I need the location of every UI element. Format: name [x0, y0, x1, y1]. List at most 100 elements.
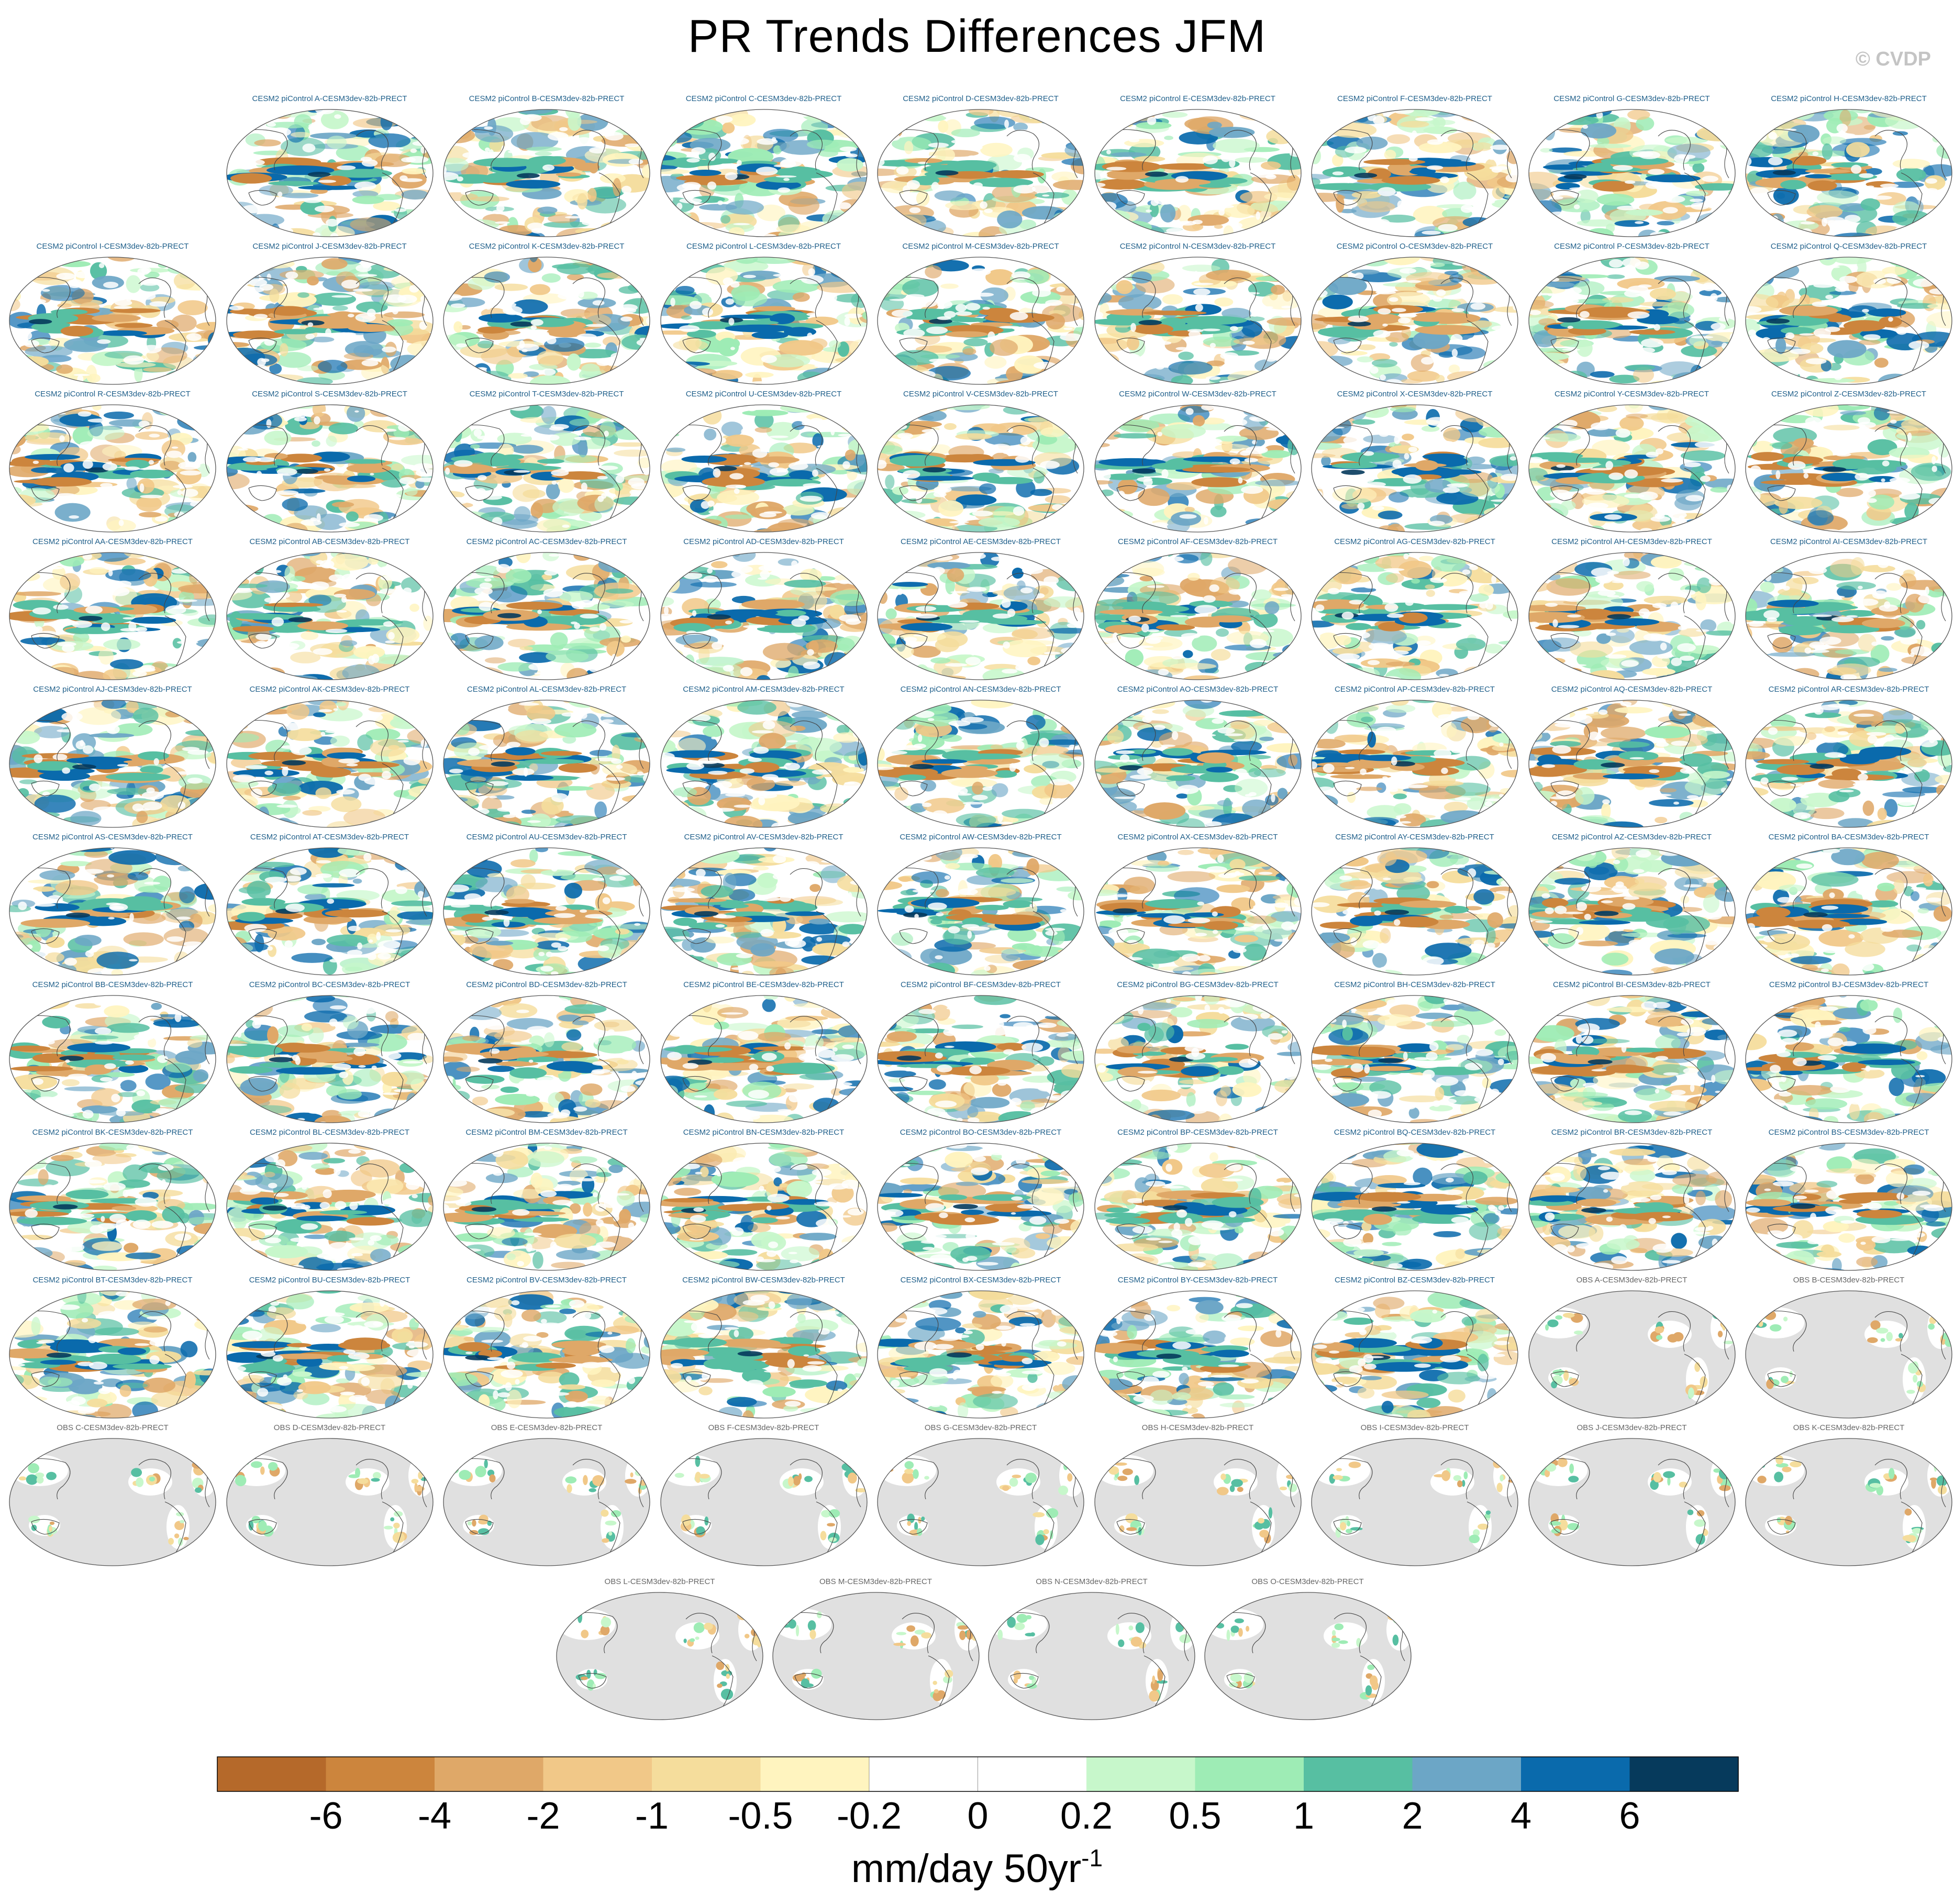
- neutral-patch: [702, 307, 713, 316]
- neutral-patch: [1403, 474, 1422, 484]
- tropical-band: [508, 462, 545, 471]
- trend-patch: [1018, 257, 1055, 263]
- neutral-patch: [1473, 257, 1488, 258]
- trend-patch: [1110, 152, 1147, 157]
- chart-title: PR Trends Differences JFM: [687, 10, 1267, 62]
- trend-patch: [728, 227, 745, 237]
- trend-patch: [1312, 511, 1336, 523]
- neutral-patch: [1112, 264, 1132, 273]
- trend-patch: [878, 361, 900, 377]
- neutral-patch: [257, 358, 266, 367]
- neutral-patch: [394, 208, 406, 212]
- trend-patch: [725, 434, 754, 447]
- neutral-patch: [707, 181, 716, 190]
- neutral-patch: [1608, 472, 1624, 480]
- trend-patch: [1753, 369, 1778, 379]
- trend-patch: [297, 292, 309, 298]
- trend-patch: [1661, 257, 1710, 260]
- trend-patch: [624, 218, 650, 226]
- neutral-patch: [1931, 466, 1937, 472]
- neutral-patch: [1652, 106, 1664, 108]
- map-panel-title: CESM2 piControl X-CESM3dev-82b-PRECT: [1337, 390, 1493, 398]
- neutral-patch: [1015, 455, 1030, 463]
- tropical-band: [1547, 457, 1615, 463]
- trend-patch: [1540, 148, 1553, 153]
- trend-patch: [879, 445, 903, 455]
- trend-patch: [902, 279, 939, 297]
- tropical-band: [969, 178, 1034, 187]
- trend-patch: [956, 494, 997, 506]
- map-plot: [9, 552, 216, 680]
- tropical-band: [1182, 467, 1250, 473]
- neutral-patch: [1094, 454, 1102, 461]
- map-plot: [660, 109, 868, 237]
- neutral-patch: [399, 339, 407, 343]
- neutral-patch: [370, 529, 388, 532]
- trend-patch: [944, 423, 957, 430]
- neutral-patch: [725, 298, 734, 305]
- neutral-patch: [1218, 209, 1225, 216]
- trend-patch: [379, 671, 424, 680]
- map-panel-title: CESM2 piControl T-CESM3dev-82b-PRECT: [469, 390, 624, 398]
- trend-patch: [1312, 518, 1333, 527]
- trend-patch: [1160, 203, 1175, 223]
- trend-patch: [1406, 272, 1453, 285]
- trend-patch: [780, 405, 824, 413]
- neutral-patch: [897, 433, 913, 439]
- neutral-patch: [984, 208, 993, 213]
- trend-patch: [1065, 275, 1083, 283]
- trend-patch: [92, 405, 102, 411]
- neutral-patch: [675, 111, 697, 116]
- trend-patch: [353, 345, 374, 357]
- trend-patch: [103, 411, 134, 419]
- neutral-patch: [73, 373, 90, 377]
- trend-patch: [1064, 121, 1075, 134]
- neutral-patch: [743, 462, 751, 465]
- neutral-patch: [264, 339, 274, 346]
- trend-patch: [529, 375, 571, 384]
- trend-patch: [150, 552, 183, 558]
- trend-patch: [443, 257, 465, 261]
- tropical-band: [724, 324, 793, 333]
- trend-patch: [1627, 109, 1650, 120]
- trend-patch: [1345, 109, 1359, 116]
- trend-patch: [660, 524, 688, 532]
- coastline: [1901, 172, 1923, 225]
- trend-patch: [63, 337, 108, 352]
- trend-patch: [782, 504, 814, 516]
- trend-patch: [1131, 257, 1147, 268]
- tropical-band: [1769, 473, 1831, 481]
- trend-patch: [1608, 374, 1639, 384]
- neutral-patch: [347, 314, 354, 318]
- trend-patch: [1239, 109, 1285, 121]
- trend-patch: [1473, 142, 1493, 151]
- map-plot: [226, 109, 434, 237]
- coastline: [465, 190, 494, 206]
- trend-patch: [1633, 367, 1654, 383]
- neutral-patch: [939, 405, 949, 407]
- neutral-patch: [1535, 437, 1550, 439]
- tropical-band: [1409, 167, 1436, 175]
- trend-patch: [712, 370, 742, 380]
- trend-patch: [312, 405, 326, 417]
- trend-patch: [300, 631, 318, 640]
- neutral-patch: [341, 280, 359, 289]
- neutral-patch: [1888, 317, 1893, 322]
- neutral-patch: [108, 569, 113, 577]
- coastline: [248, 337, 277, 353]
- neutral-patch: [1045, 300, 1063, 306]
- neutral-patch: [758, 234, 776, 237]
- neutral-patch: [1408, 156, 1418, 162]
- neutral-patch: [756, 167, 778, 176]
- neutral-patch: [1440, 176, 1449, 183]
- neutral-patch: [761, 492, 768, 497]
- neutral-patch: [405, 156, 429, 163]
- trend-patch: [862, 311, 867, 320]
- trend-patch: [244, 214, 284, 227]
- coastline: [1658, 278, 1691, 318]
- trend-patch: [198, 614, 216, 625]
- trend-patch: [537, 518, 571, 532]
- tropical-band: [1868, 308, 1906, 317]
- trend-patch: [1484, 232, 1518, 237]
- neutral-patch: [1721, 130, 1735, 136]
